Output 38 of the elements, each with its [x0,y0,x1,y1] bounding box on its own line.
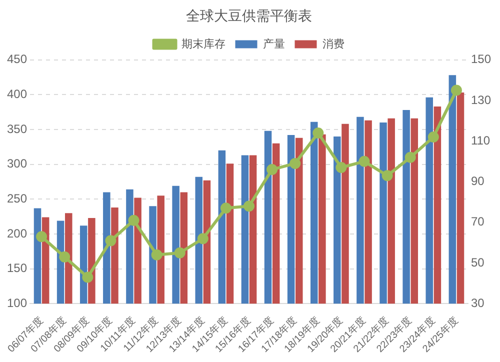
point [450,84,462,96]
y-tick-label: 150 [6,261,28,276]
y-tick-label: 350 [6,122,28,136]
point [244,200,254,212]
y2-tick-label: 70 [470,214,485,229]
point [105,235,116,246]
y2-tick-label: 110 [470,133,490,148]
y-tick-label: 400 [6,86,28,101]
point [312,127,324,138]
y-tick-label: 250 [6,191,28,206]
y2-tick-label: 30 [470,296,485,310]
point [220,202,232,214]
y-tick-label: 300 [6,156,28,171]
point [428,132,439,143]
legend-label: 期末库存 [181,37,226,50]
point [151,249,162,260]
y-tick-label: 450 [6,52,28,66]
point [174,247,186,258]
chart-title: 全球大豆供需平衡表 [186,7,312,24]
point [358,156,370,167]
point [382,170,393,182]
y-tick-label: 100 [6,296,28,310]
point [266,164,278,176]
point [336,162,347,174]
y2-tick-label: 90 [470,174,485,188]
point [290,158,301,169]
legend-label: 消费 [322,37,344,50]
point [36,231,48,242]
y2-tick-label: 50 [470,255,485,270]
y2-tick-label: 150 [470,52,492,66]
y-tick-label: 200 [6,226,28,240]
point [59,251,70,262]
y2-tick-label: 130 [470,92,492,107]
point [404,152,416,163]
point [197,233,208,244]
point [128,214,140,226]
point [82,272,94,283]
legend-label: 产量 [262,37,285,50]
